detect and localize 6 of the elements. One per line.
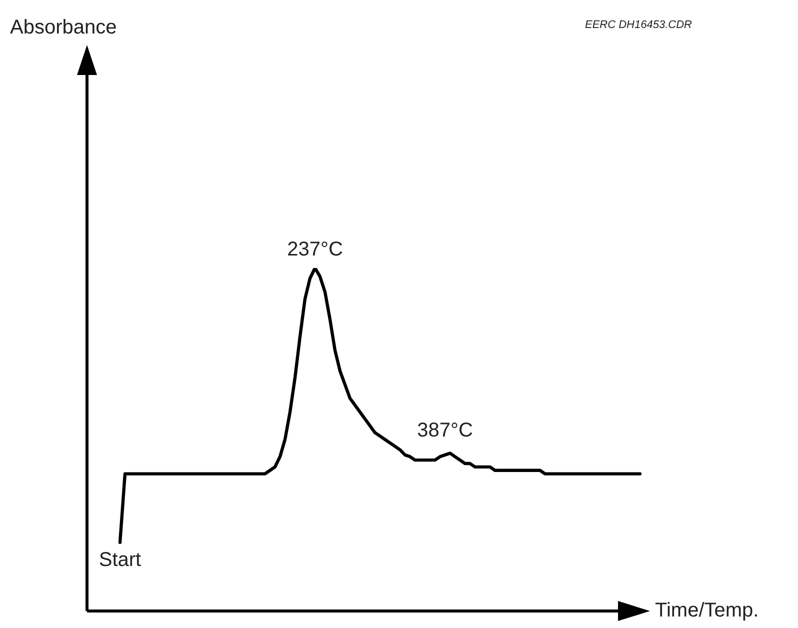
- annotation: 387°C: [417, 420, 473, 442]
- x-axis-title: Time/Temp.: [655, 600, 759, 622]
- text: 237°C: [287, 238, 343, 261]
- annotation: Start: [98, 548, 142, 571]
- text: Absorbance: [10, 16, 117, 39]
- text: EERC DH16453.CDR: [585, 19, 692, 32]
